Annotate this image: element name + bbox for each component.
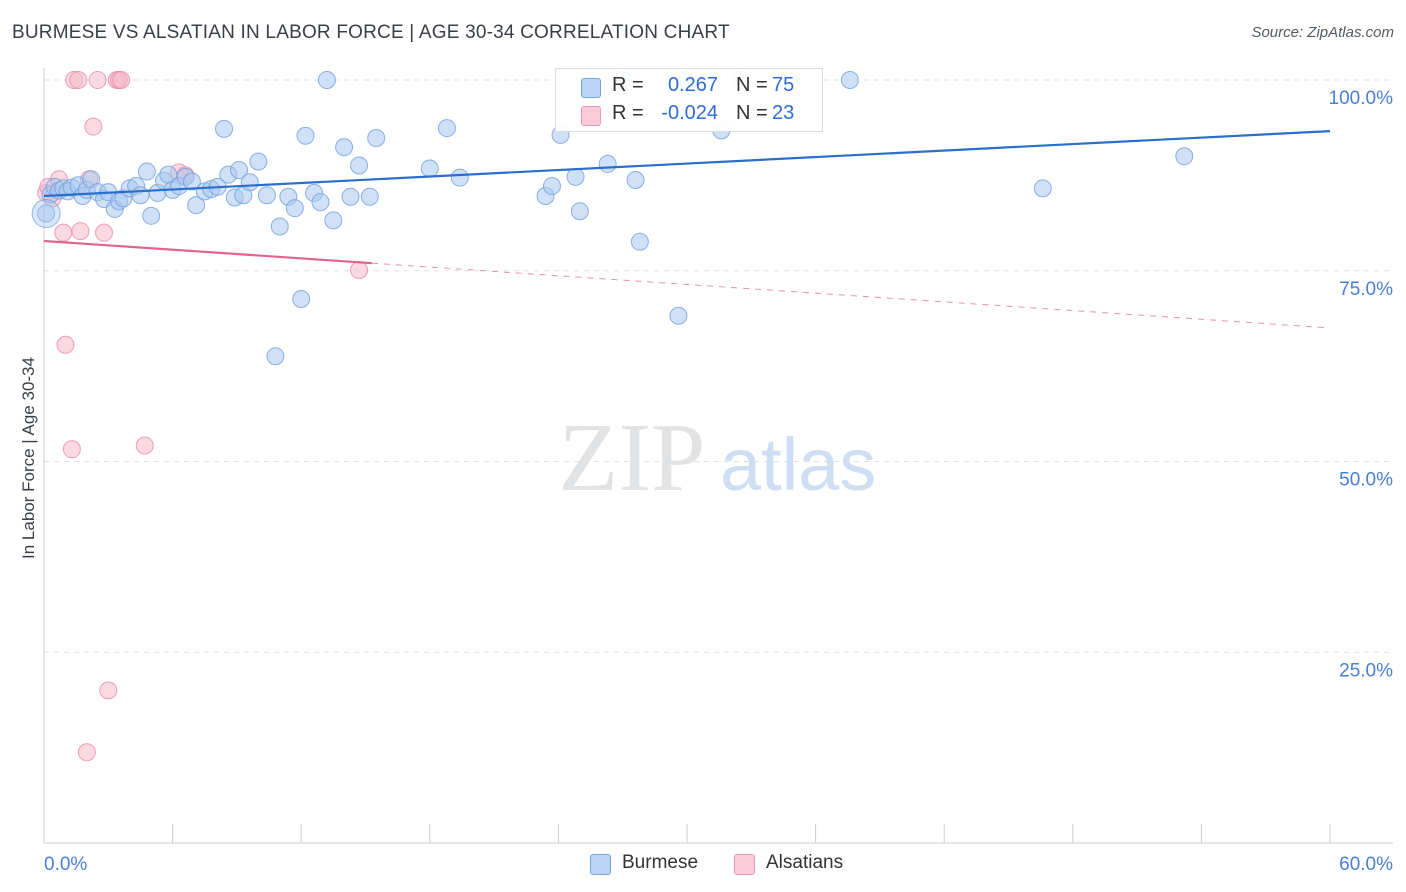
y-tick-label: 75.0%: [1339, 279, 1393, 300]
alsatian-point: [84, 117, 103, 136]
alsatian-point: [135, 436, 154, 455]
burmese-point: [257, 186, 276, 205]
y-tick-label: 25.0%: [1339, 660, 1393, 681]
burmese-point: [1175, 147, 1194, 166]
burmese-point: [266, 347, 285, 366]
watermark: ZIP atlas: [559, 404, 877, 512]
burmese-point: [450, 168, 469, 187]
legend-r-value: -0.024: [661, 102, 718, 124]
legend-n-value: 23: [772, 102, 795, 124]
burmese-point: [292, 289, 311, 308]
trend-lines: [43, 130, 1331, 329]
alsatian-point: [88, 71, 107, 89]
burmese-point: [317, 71, 336, 89]
legend-n-label: N =: [736, 74, 768, 96]
legend-r-label: R =: [612, 102, 644, 124]
burmese-point: [37, 204, 56, 223]
legend-n-label: N =: [736, 102, 768, 124]
burmese-point: [182, 172, 201, 191]
tick-labels: 25.0% 50.0% 75.0% 100.0% 0.0% 60.0%: [44, 88, 1393, 875]
burmese-point: [1033, 179, 1052, 198]
x-tick-label: 0.0%: [44, 854, 87, 875]
y-tick-label: 100.0%: [1329, 88, 1394, 109]
burmese-point: [840, 71, 859, 89]
alsatian-point: [71, 222, 90, 241]
y-tick-label: 50.0%: [1339, 470, 1393, 491]
watermark-atlas: atlas: [720, 423, 876, 506]
burmese-trend-line: [43, 130, 1331, 198]
burmese-point: [566, 167, 585, 186]
burmese-point: [31, 199, 61, 229]
legend-swatch-alsatians: [581, 106, 601, 126]
alsatian-point: [54, 223, 73, 242]
bottom-swatch-burmese: [590, 854, 611, 875]
legend-swatch-burmese: [581, 78, 601, 98]
burmese-point: [367, 128, 386, 147]
burmese-point: [215, 119, 234, 138]
burmese-point: [137, 162, 156, 181]
alsatian-point: [62, 440, 81, 459]
watermark-zip: ZIP: [559, 404, 706, 512]
alsatian-point: [112, 71, 131, 89]
burmese-point: [296, 126, 315, 145]
legend-n-value: 75: [772, 74, 795, 96]
burmese-point: [240, 173, 259, 192]
burmese-point: [285, 199, 304, 218]
burmese-point: [598, 154, 617, 173]
alsatian-point: [350, 260, 369, 279]
burmese-point: [324, 211, 343, 230]
x-tick-label: 60.0%: [1339, 854, 1393, 875]
y-axis-label: In Labor Force | Age 30-34: [19, 357, 38, 559]
stats-legend: R = 0.267 N = 75 R = -0.024 N = 23: [555, 68, 823, 132]
burmese-point: [630, 232, 649, 251]
source-label: Source: ZipAtlas.com: [1251, 24, 1394, 41]
alsatian-point: [77, 743, 96, 762]
alsatian-point: [99, 681, 118, 700]
burmese-point: [542, 177, 561, 196]
burmese-point: [142, 206, 161, 225]
burmese-point: [420, 159, 439, 178]
burmese-point: [350, 156, 369, 175]
legend-r-label: R =: [612, 74, 644, 96]
burmese-point: [311, 193, 330, 212]
alsatian-point: [56, 335, 75, 354]
burmese-point: [437, 119, 456, 138]
burmese-point: [131, 186, 150, 205]
bottom-legend-label: Burmese: [622, 852, 699, 873]
alsatian-trend-line-solid: [43, 239, 373, 265]
burmese-point: [626, 170, 645, 189]
burmese-point: [570, 202, 589, 221]
burmese-point: [249, 152, 268, 171]
burmese-point: [341, 187, 360, 206]
legend-r-value: 0.267: [667, 74, 718, 96]
alsatian-point: [69, 71, 88, 89]
burmese-point: [335, 138, 354, 157]
burmese-point: [187, 196, 206, 215]
chart-title: BURMESE VS ALSATIAN IN LABOR FORCE | AGE…: [12, 22, 730, 43]
bottom-swatch-alsatians: [734, 854, 755, 875]
burmese-point: [270, 217, 289, 236]
bottom-legend-label: Alsatians: [766, 852, 844, 873]
alsatian-trend-line-dashed: [371, 262, 1331, 329]
alsatian-point: [95, 223, 114, 242]
burmese-point: [230, 161, 249, 180]
burmese-point: [669, 306, 688, 325]
burmese-point: [360, 187, 379, 206]
